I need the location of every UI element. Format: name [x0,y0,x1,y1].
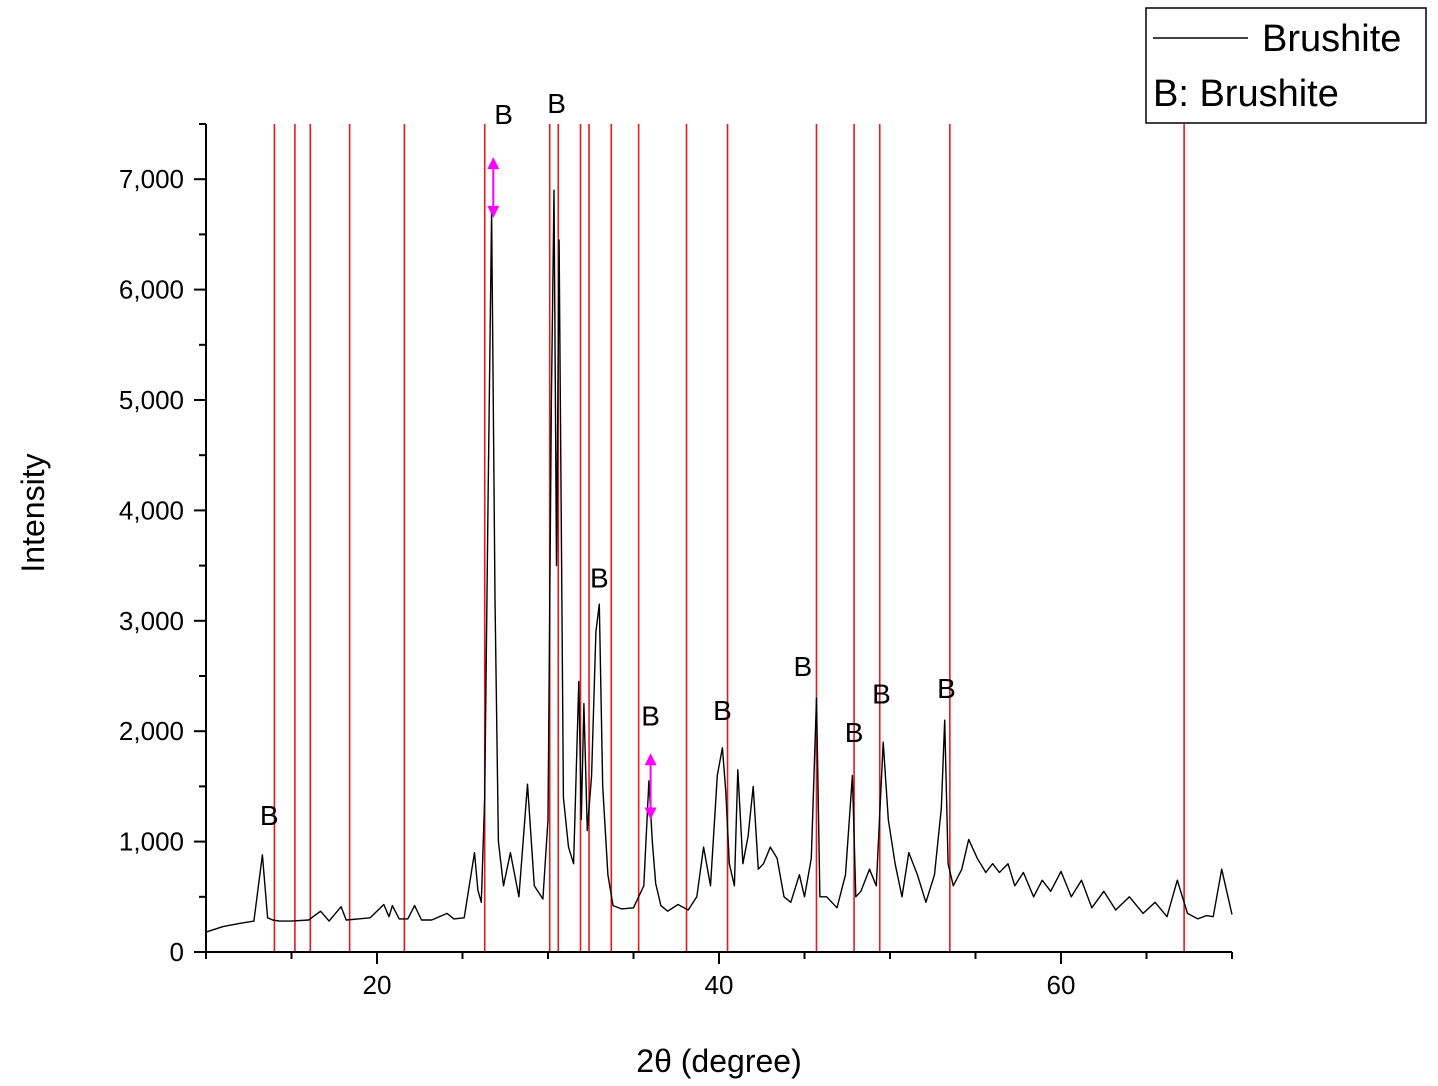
marker-arrow-down-1 [644,807,657,820]
x-tick-label-1: 40 [705,970,734,1000]
y-axis-title: Intensity [15,453,51,572]
peak-label-8: B [872,679,891,710]
series-group [205,189,1233,933]
y-tick-label-2: 2,000 [119,716,184,746]
axes [205,124,1232,953]
y-tick-label-0: 0 [170,937,184,967]
peak-label-6: B [793,651,812,682]
legend-entry-brushite: Brushite [1262,18,1401,60]
legend-entry-b-brushite: B: Brushite [1153,73,1339,115]
x-tick-label-2: 60 [1047,970,1076,1000]
peak-label-1: B [494,99,513,130]
series-line-brushite [205,189,1233,933]
ticks: 0 1,000 2,000 3,000 4,000 5,000 6,000 7,000 20 40… [119,123,1233,1000]
y-tick-label-5: 5,000 [119,385,184,415]
legend: Brushite B: Brushite [1145,7,1427,124]
intensity-markers [487,157,657,820]
reference-lines [273,124,1185,952]
y-tick-label-1: 1,000 [119,827,184,857]
peak-label-0: B [260,800,279,831]
peak-label-4: B [641,701,660,732]
x-tick-label-0: 20 [363,970,392,1000]
legend-box [1145,7,1427,124]
y-tick-label-6: 6,000 [119,275,184,305]
marker-arrow-up-1 [644,753,657,766]
peak-label-7: B [845,717,864,748]
y-tick-label-3: 3,000 [119,606,184,636]
marker-arrow-up-0 [487,157,500,170]
peak-label-5: B [713,695,732,726]
peak-label-3: B [590,563,609,594]
peak-label-9: B [937,673,956,704]
y-tick-label-4: 4,000 [119,495,184,525]
x-axis-title: 2θ (degree) [636,1043,801,1079]
y-tick-label-7: 7,000 [119,164,184,194]
peak-label-2: B [547,88,566,119]
marker-arrow-down-0 [487,205,500,218]
